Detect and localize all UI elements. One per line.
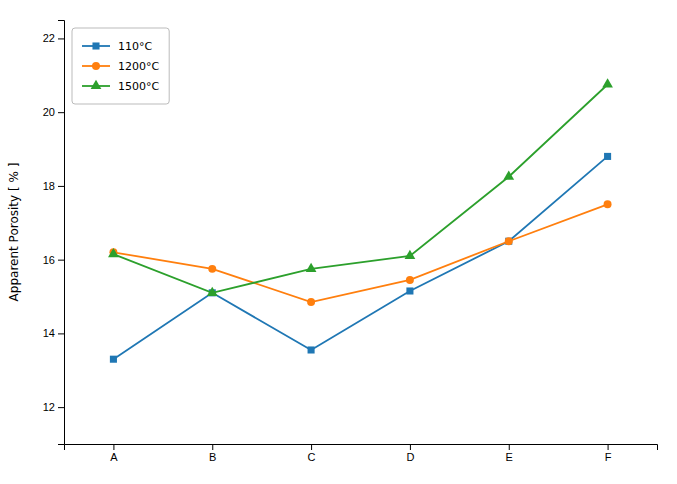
series-markers	[110, 153, 611, 363]
y-tick: 18	[43, 180, 64, 192]
marker	[505, 238, 512, 245]
x-tick-label: A	[110, 451, 118, 463]
legend: 110°C 1200°C 1500°C	[72, 28, 169, 104]
x-tick-label: F	[605, 451, 612, 463]
marker	[306, 263, 317, 272]
marker	[207, 287, 218, 296]
legend-box	[72, 28, 169, 104]
y-tick-mark	[58, 407, 64, 408]
marker	[110, 356, 117, 363]
x-tick-label: C	[308, 451, 316, 463]
legend-item: 1200°C	[82, 60, 159, 73]
x-tick: B	[209, 444, 216, 463]
x-tick: C	[308, 444, 316, 463]
y-tick: 14	[43, 327, 64, 339]
y-tick-mark	[58, 186, 64, 187]
legend-symbol	[92, 62, 100, 70]
legend-item: 1500°C	[82, 80, 159, 93]
y-tick-mark	[58, 38, 64, 39]
x-tick-mark	[509, 444, 510, 450]
marker	[406, 276, 414, 284]
marker	[604, 153, 611, 160]
y-axis: 12 14 16 18 20 22	[43, 21, 65, 445]
x-tick: F	[605, 444, 612, 463]
legend-label: 1500°C	[118, 80, 159, 93]
marker	[503, 170, 514, 179]
x-tick: A	[110, 444, 118, 463]
y-tick-label: 20	[43, 106, 55, 118]
series-markers	[108, 78, 613, 296]
marker	[602, 78, 613, 87]
x-tick-label: D	[406, 451, 414, 463]
y-tick-label: 16	[43, 254, 55, 266]
marker	[604, 200, 612, 208]
x-tick-label: E	[506, 451, 513, 463]
legend-symbol	[92, 42, 99, 49]
series-line	[113, 156, 607, 359]
x-tick-mark	[608, 444, 609, 450]
marker	[307, 298, 315, 306]
x-tick-mark	[113, 444, 114, 450]
y-tick: 22	[43, 32, 64, 44]
x-axis: A B C D E F	[65, 444, 658, 463]
y-tick-label: 14	[43, 327, 55, 339]
y-tick-mark	[58, 260, 64, 261]
marker	[406, 287, 413, 294]
y-tick-label: 22	[43, 32, 55, 44]
marker	[505, 237, 513, 245]
x-tick-mark	[410, 444, 411, 450]
y-tick: 20	[43, 106, 64, 118]
chart: A B C D E F 12 14 16 18 20 22 Apparent Porosity [ % …	[0, 0, 677, 484]
y-tick: 12	[43, 401, 64, 413]
legend-item: 110°C	[82, 40, 152, 53]
y-axis-line	[58, 21, 65, 445]
legend-symbol	[91, 80, 102, 89]
series-markers	[109, 200, 611, 306]
legend-label: 1200°C	[118, 60, 159, 73]
marker	[208, 265, 216, 273]
x-axis-line	[65, 445, 658, 451]
marker	[405, 250, 416, 259]
series-line	[113, 204, 607, 302]
x-tick-label: B	[209, 451, 216, 463]
plot: A B C D E F 12 14 16 18 20 22 Apparent Porosity [ % …	[7, 21, 658, 463]
y-tick-label: 18	[43, 180, 55, 192]
x-tick: D	[406, 444, 414, 463]
x-tick-mark	[212, 444, 213, 450]
marker	[108, 248, 119, 257]
marker	[308, 346, 315, 353]
y-tick-label: 12	[43, 401, 55, 413]
y-tick-mark	[58, 112, 64, 113]
y-axis-title: Apparent Porosity [ % ]	[7, 163, 21, 302]
x-tick-mark	[311, 444, 312, 450]
y-tick-mark	[58, 333, 64, 334]
x-tick: E	[506, 444, 513, 463]
marks	[108, 78, 613, 362]
legend-label: 110°C	[118, 40, 152, 53]
y-tick: 16	[43, 254, 64, 266]
series-line	[113, 85, 607, 293]
